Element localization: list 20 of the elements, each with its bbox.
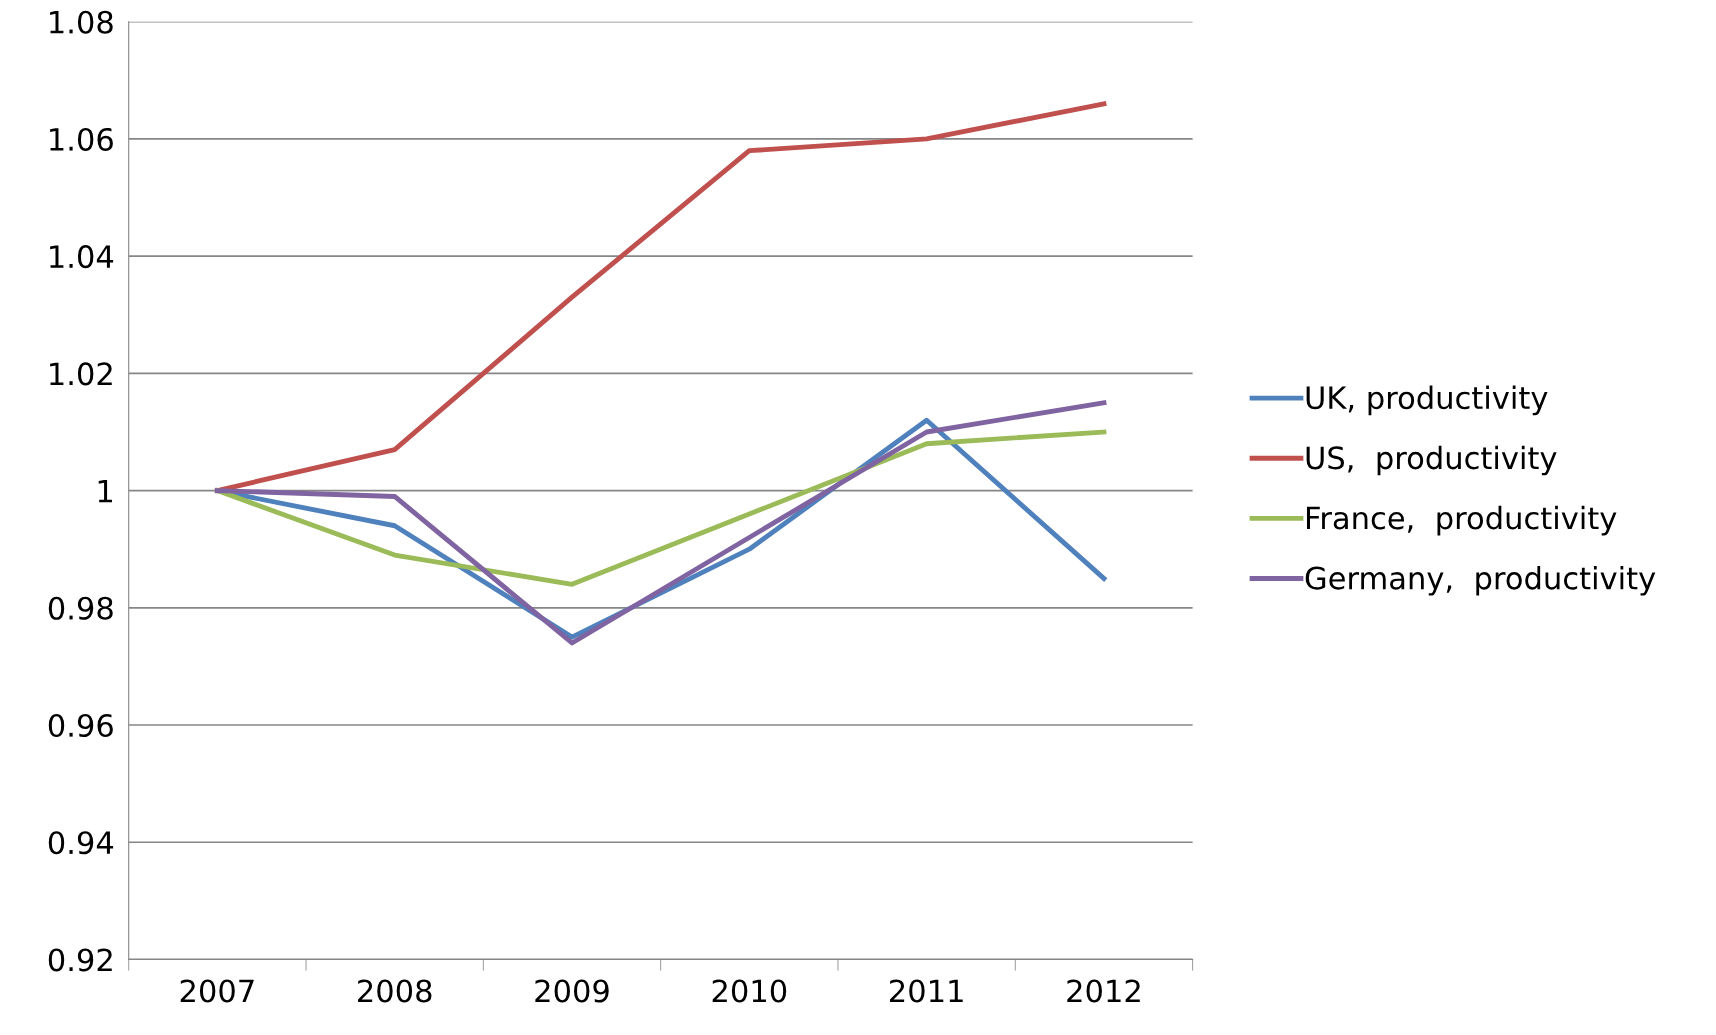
x-tick-label: 2010: [712, 979, 787, 1003]
y-tick-label: 1.08: [50, 10, 113, 34]
y-tick-label: 1.06: [50, 127, 113, 151]
y-tick-label: 0.92: [48, 948, 112, 972]
y-tick-label: 0.94: [48, 831, 114, 855]
legend-label: UK, productivity: [1306, 385, 1548, 416]
x-tick-label: 2009: [535, 979, 609, 1003]
legend-label: France, productivity: [1306, 505, 1617, 536]
legend-label: Germany, productivity: [1305, 566, 1656, 596]
x-tick-label: 2007: [180, 979, 254, 1003]
y-tick-label: 0.98: [48, 596, 113, 620]
y-tick-label: 1.02: [50, 362, 112, 386]
x-tick-label: 2008: [358, 979, 432, 1003]
y-tick-label: 1.04: [50, 245, 114, 269]
x-tick-label: 2012: [1067, 979, 1140, 1003]
y-tick-label: 1: [98, 479, 112, 503]
y-tick-label: 0.96: [48, 713, 113, 738]
legend-label: US, productivity: [1306, 445, 1557, 476]
x-tick-label: 2011: [890, 979, 963, 1003]
line-series: [214, 429, 1107, 587]
